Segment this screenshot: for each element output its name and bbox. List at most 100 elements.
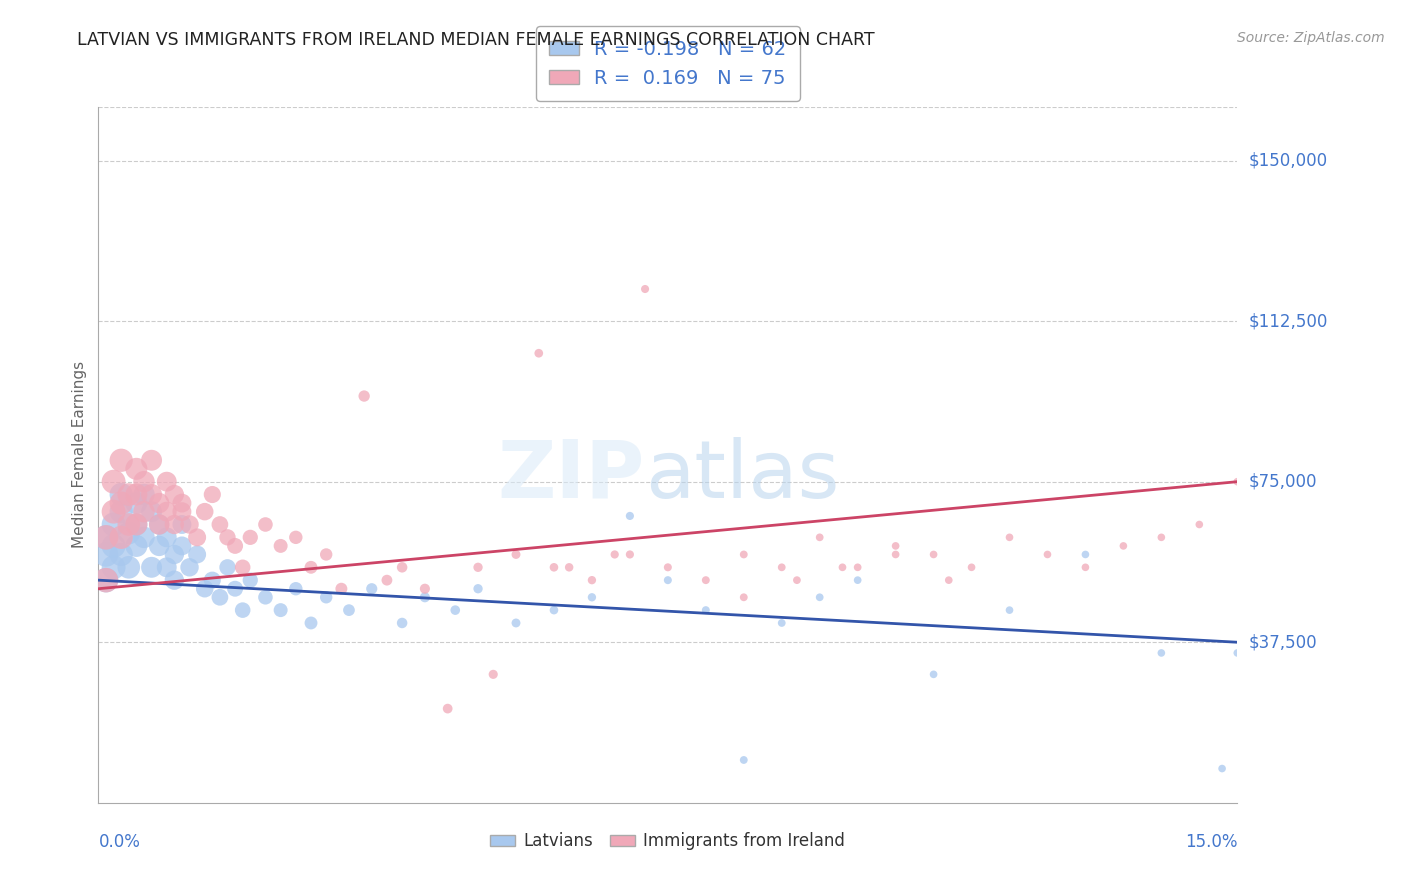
Point <box>695 573 717 587</box>
Point <box>163 487 186 501</box>
Point <box>217 530 239 544</box>
Legend: Latvians, Immigrants from Ireland: Latvians, Immigrants from Ireland <box>484 826 852 857</box>
Point <box>103 517 125 532</box>
Point <box>603 548 626 562</box>
Point <box>156 530 179 544</box>
Point <box>619 508 641 523</box>
Point <box>467 560 489 574</box>
Point <box>118 517 141 532</box>
Point <box>375 573 398 587</box>
Text: $37,500: $37,500 <box>1249 633 1317 651</box>
Point <box>118 560 141 574</box>
Text: 15.0%: 15.0% <box>1185 833 1237 851</box>
Point <box>103 560 125 574</box>
Point <box>299 615 322 630</box>
Point <box>846 560 869 574</box>
Point <box>239 573 262 587</box>
Point <box>337 603 360 617</box>
Point <box>118 526 141 541</box>
Text: Source: ZipAtlas.com: Source: ZipAtlas.com <box>1237 31 1385 45</box>
Point <box>125 517 148 532</box>
Point <box>132 475 155 489</box>
Point <box>1226 475 1249 489</box>
Point <box>141 487 163 501</box>
Point <box>170 517 193 532</box>
Text: atlas: atlas <box>645 437 839 515</box>
Point <box>125 517 148 532</box>
Point <box>315 591 337 605</box>
Point <box>733 548 755 562</box>
Point <box>141 560 163 574</box>
Text: LATVIAN VS IMMIGRANTS FROM IRELAND MEDIAN FEMALE EARNINGS CORRELATION CHART: LATVIAN VS IMMIGRANTS FROM IRELAND MEDIA… <box>77 31 875 49</box>
Point <box>201 573 224 587</box>
Point <box>284 530 307 544</box>
Point <box>353 389 375 403</box>
Point <box>148 517 170 532</box>
Text: ZIP: ZIP <box>498 437 645 515</box>
Point <box>254 517 277 532</box>
Point <box>733 591 755 605</box>
Point <box>270 603 292 617</box>
Point <box>110 548 132 562</box>
Point <box>156 475 179 489</box>
Point <box>634 282 657 296</box>
Point <box>94 530 117 544</box>
Point <box>998 603 1021 617</box>
Point <box>581 591 603 605</box>
Point <box>505 615 527 630</box>
Point <box>103 539 125 553</box>
Point <box>194 582 217 596</box>
Point <box>1150 646 1173 660</box>
Point <box>254 591 277 605</box>
Point <box>110 453 132 467</box>
Point <box>770 615 793 630</box>
Point <box>103 505 125 519</box>
Point <box>148 539 170 553</box>
Point <box>831 560 853 574</box>
Point <box>170 539 193 553</box>
Point <box>170 505 193 519</box>
Point <box>125 487 148 501</box>
Point <box>224 539 246 553</box>
Point <box>808 530 831 544</box>
Point <box>619 548 641 562</box>
Point <box>436 701 458 715</box>
Point <box>1112 539 1135 553</box>
Point <box>125 462 148 476</box>
Point <box>884 539 907 553</box>
Point <box>110 530 132 544</box>
Point <box>558 560 581 574</box>
Point <box>179 560 201 574</box>
Point <box>413 582 436 596</box>
Point <box>156 505 179 519</box>
Point <box>163 548 186 562</box>
Point <box>527 346 550 360</box>
Point <box>132 487 155 501</box>
Point <box>270 539 292 553</box>
Point <box>232 603 254 617</box>
Point <box>118 487 141 501</box>
Point <box>505 548 527 562</box>
Point <box>94 530 117 544</box>
Point <box>938 573 960 587</box>
Point <box>208 591 231 605</box>
Point <box>232 560 254 574</box>
Point <box>141 453 163 467</box>
Point <box>846 573 869 587</box>
Point <box>217 560 239 574</box>
Point <box>543 560 565 574</box>
Point <box>1226 646 1249 660</box>
Point <box>391 560 413 574</box>
Point <box>770 560 793 574</box>
Point <box>125 539 148 553</box>
Text: $112,500: $112,500 <box>1249 312 1327 330</box>
Text: $150,000: $150,000 <box>1249 152 1327 169</box>
Point <box>201 487 224 501</box>
Point <box>1074 548 1097 562</box>
Point <box>110 496 132 510</box>
Point <box>224 582 246 596</box>
Point <box>543 603 565 617</box>
Point <box>194 505 217 519</box>
Point <box>786 573 808 587</box>
Point <box>1211 762 1233 776</box>
